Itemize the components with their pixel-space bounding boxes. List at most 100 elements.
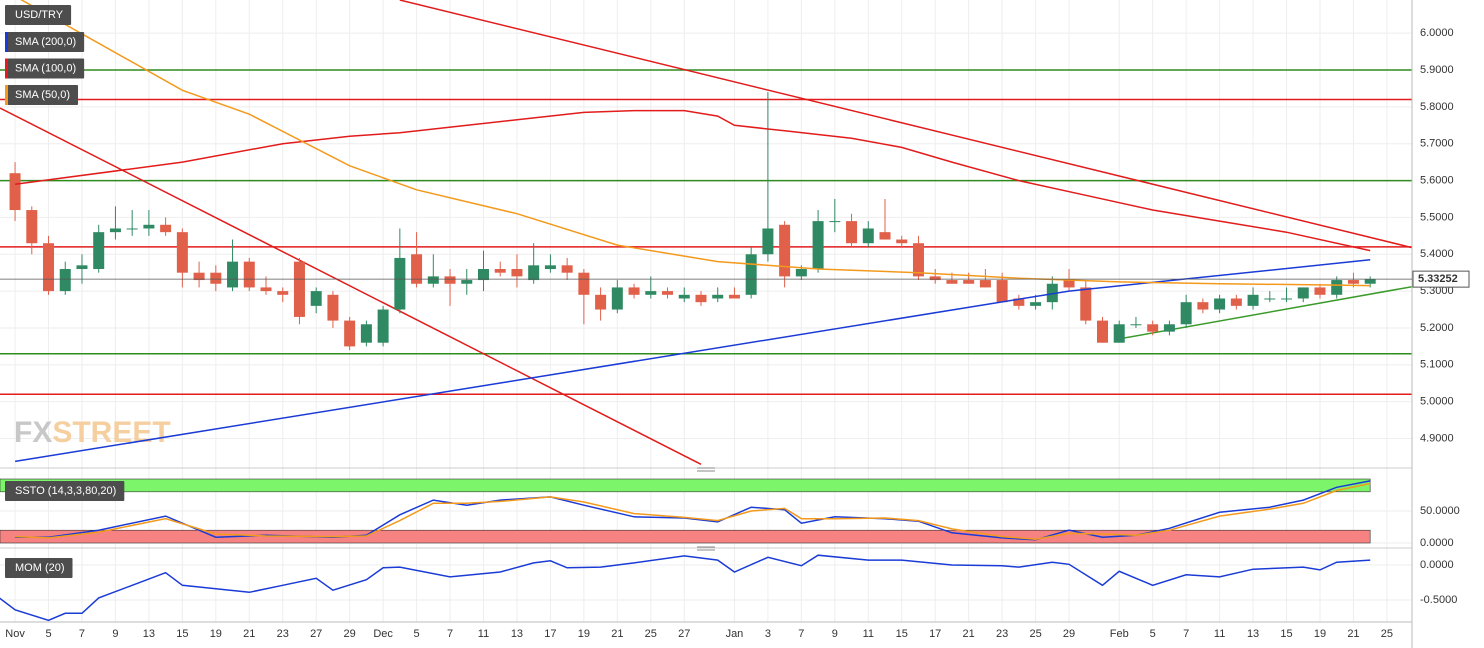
- y-tick-label: 6.0000: [1420, 27, 1454, 39]
- candle: [427, 254, 439, 288]
- candle: [846, 213, 858, 247]
- candle: [43, 235, 55, 295]
- candle-body: [996, 280, 1008, 303]
- legend-box: [5, 32, 85, 52]
- candle-body: [963, 280, 975, 284]
- indicator-line: [0, 554, 1371, 622]
- candle-body: [477, 269, 489, 281]
- candle: [561, 257, 573, 281]
- y-tick-label: 5.5000: [1420, 211, 1454, 223]
- mom-panel: [0, 554, 1371, 622]
- candle-body: [896, 239, 908, 244]
- candle: [277, 287, 289, 303]
- candle-body: [327, 294, 339, 321]
- candle: [544, 254, 556, 273]
- candle-body: [193, 272, 205, 281]
- legend-label: SMA (50,0): [15, 89, 70, 101]
- candle: [1080, 280, 1092, 325]
- x-tick-label: 15: [896, 628, 908, 640]
- candle: [394, 228, 406, 314]
- candle: [678, 287, 690, 303]
- candle-body: [26, 210, 38, 244]
- candle-body: [779, 224, 791, 277]
- candle-body: [444, 276, 456, 284]
- candle-body: [1347, 280, 1359, 284]
- indicator-line: [15, 482, 1371, 540]
- legend-box: [5, 85, 79, 105]
- candle: [176, 228, 188, 288]
- x-tick-label: 7: [798, 628, 804, 640]
- candle-body: [494, 269, 506, 273]
- last-price-label: 5.33252: [1418, 273, 1458, 285]
- watermark-part: STREET: [52, 416, 170, 449]
- candle-body: [628, 287, 640, 295]
- candle: [695, 291, 707, 306]
- x-tick-label: 25: [1381, 628, 1393, 640]
- candle: [779, 221, 791, 288]
- candle-body: [979, 280, 991, 288]
- x-tick-label: 27: [310, 628, 322, 640]
- candle: [1214, 294, 1226, 314]
- candle: [1113, 320, 1125, 343]
- candle: [511, 254, 523, 288]
- candle: [1130, 316, 1142, 328]
- candle-body: [1113, 324, 1125, 343]
- candle: [578, 269, 590, 325]
- legend-item: USD/TRY: [5, 5, 72, 25]
- candle: [929, 269, 941, 284]
- x-tick-label: 9: [112, 628, 118, 640]
- x-tick-label: 21: [963, 628, 975, 640]
- x-tick-label: 5: [414, 628, 420, 640]
- legend-item: SSTO (14,3,3,80,20): [5, 481, 125, 501]
- candle-body: [762, 228, 774, 255]
- x-tick-label: 19: [210, 628, 222, 640]
- y-tick-label: 0.0000: [1420, 559, 1454, 571]
- legend-item: MOM (20): [5, 558, 73, 578]
- x-tick-label: 5: [45, 628, 51, 640]
- legend-label: MOM (20): [15, 562, 65, 574]
- x-tick-label: 21: [1347, 628, 1359, 640]
- candle-body: [695, 294, 707, 303]
- candle-body: [1297, 287, 1309, 299]
- candle-body: [344, 320, 356, 347]
- candle: [59, 261, 71, 295]
- candle-body: [595, 294, 607, 310]
- candle-body: [260, 287, 272, 292]
- candle: [310, 287, 322, 314]
- x-tick-label: 21: [243, 628, 255, 640]
- candle-body: [109, 228, 121, 233]
- candle: [662, 287, 674, 299]
- panel-grip: [697, 467, 715, 551]
- candle: [1297, 287, 1309, 303]
- candle-body: [176, 232, 188, 273]
- x-tick-label: 23: [277, 628, 289, 640]
- x-tick-label: 3: [765, 628, 771, 640]
- candle-body: [862, 228, 874, 244]
- candle-body: [76, 265, 88, 270]
- candle-body: [1147, 324, 1159, 332]
- candle: [1147, 320, 1159, 336]
- x-tick-label: 7: [79, 628, 85, 640]
- y-tick-label: 50.0000: [1420, 505, 1460, 517]
- candle-body: [528, 265, 540, 281]
- candle-body: [879, 232, 891, 240]
- y-tick-label: 5.3000: [1420, 285, 1454, 297]
- legend-label: SMA (200,0): [15, 36, 76, 48]
- legend-label: SMA (100,0): [15, 62, 76, 74]
- candle-body: [544, 265, 556, 270]
- candle: [1096, 316, 1108, 343]
- x-tick-label: 23: [996, 628, 1008, 640]
- candle: [109, 206, 121, 240]
- candle: [745, 246, 757, 299]
- y-tick-label: 4.9000: [1420, 432, 1454, 444]
- candle-body: [1030, 302, 1042, 306]
- candle-body: [561, 265, 573, 273]
- x-tick-label: 9: [832, 628, 838, 640]
- y-tick-label: 5.8000: [1420, 101, 1454, 113]
- candle: [712, 287, 724, 303]
- trend-line: [1114, 285, 1412, 341]
- candle: [1013, 294, 1025, 310]
- candle: [210, 265, 222, 292]
- candle-body: [126, 228, 138, 230]
